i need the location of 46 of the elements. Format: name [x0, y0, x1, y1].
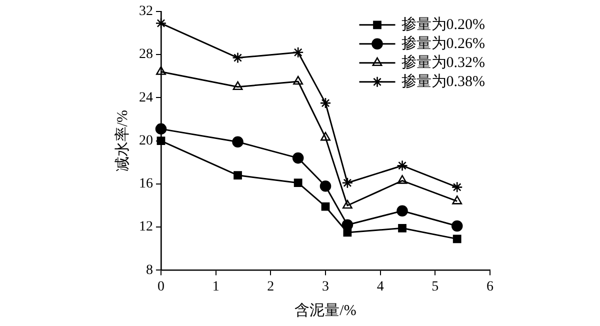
y-tick-label: 24: [139, 90, 153, 106]
y-tick-label: 32: [139, 4, 153, 20]
x-axis-title: 含泥量/%: [294, 302, 356, 319]
point: [320, 97, 332, 109]
y-tick-label: 12: [139, 220, 153, 235]
legend-label: 掺量为0.26%: [401, 34, 486, 52]
point: [292, 46, 304, 58]
y-axis-title: 减水率/%: [114, 110, 131, 172]
point: [398, 224, 406, 232]
legend-label: 掺量为0.38%: [401, 72, 486, 90]
point: [342, 200, 352, 209]
point: [452, 234, 462, 244]
point: [396, 160, 408, 172]
point: [293, 76, 304, 85]
x-tick-label: 4: [376, 279, 384, 294]
point: [452, 196, 462, 204]
point: [232, 136, 244, 148]
x-tick-label: 6: [486, 279, 494, 294]
point: [232, 52, 244, 64]
point: [155, 18, 167, 29]
point: [321, 202, 330, 211]
legend-label: 掺量为0.20%: [401, 16, 486, 33]
point: [155, 123, 167, 135]
point: [294, 178, 302, 188]
y-tick-label: 20: [139, 133, 153, 148]
y-tick-label: 28: [139, 47, 153, 62]
point: [320, 180, 332, 192]
x-tick-label: 5: [432, 279, 439, 294]
point: [232, 81, 243, 90]
x-tick-label: 2: [267, 279, 274, 294]
y-tick-label: 16: [139, 176, 153, 192]
point: [451, 220, 463, 232]
point: [292, 152, 304, 164]
point: [342, 177, 354, 189]
point: [234, 171, 242, 180]
point: [396, 205, 408, 217]
point: [343, 228, 352, 237]
point: [320, 132, 330, 141]
point: [156, 66, 166, 75]
x-tick-label: 0: [158, 279, 164, 294]
point: [451, 182, 463, 193]
x-tick-label: 1: [212, 279, 220, 294]
point: [397, 175, 408, 184]
x-tick-label: 3: [322, 279, 329, 294]
legend-label: 掺量为0.32%: [401, 54, 486, 71]
y-tick-label: 8: [146, 262, 153, 278]
